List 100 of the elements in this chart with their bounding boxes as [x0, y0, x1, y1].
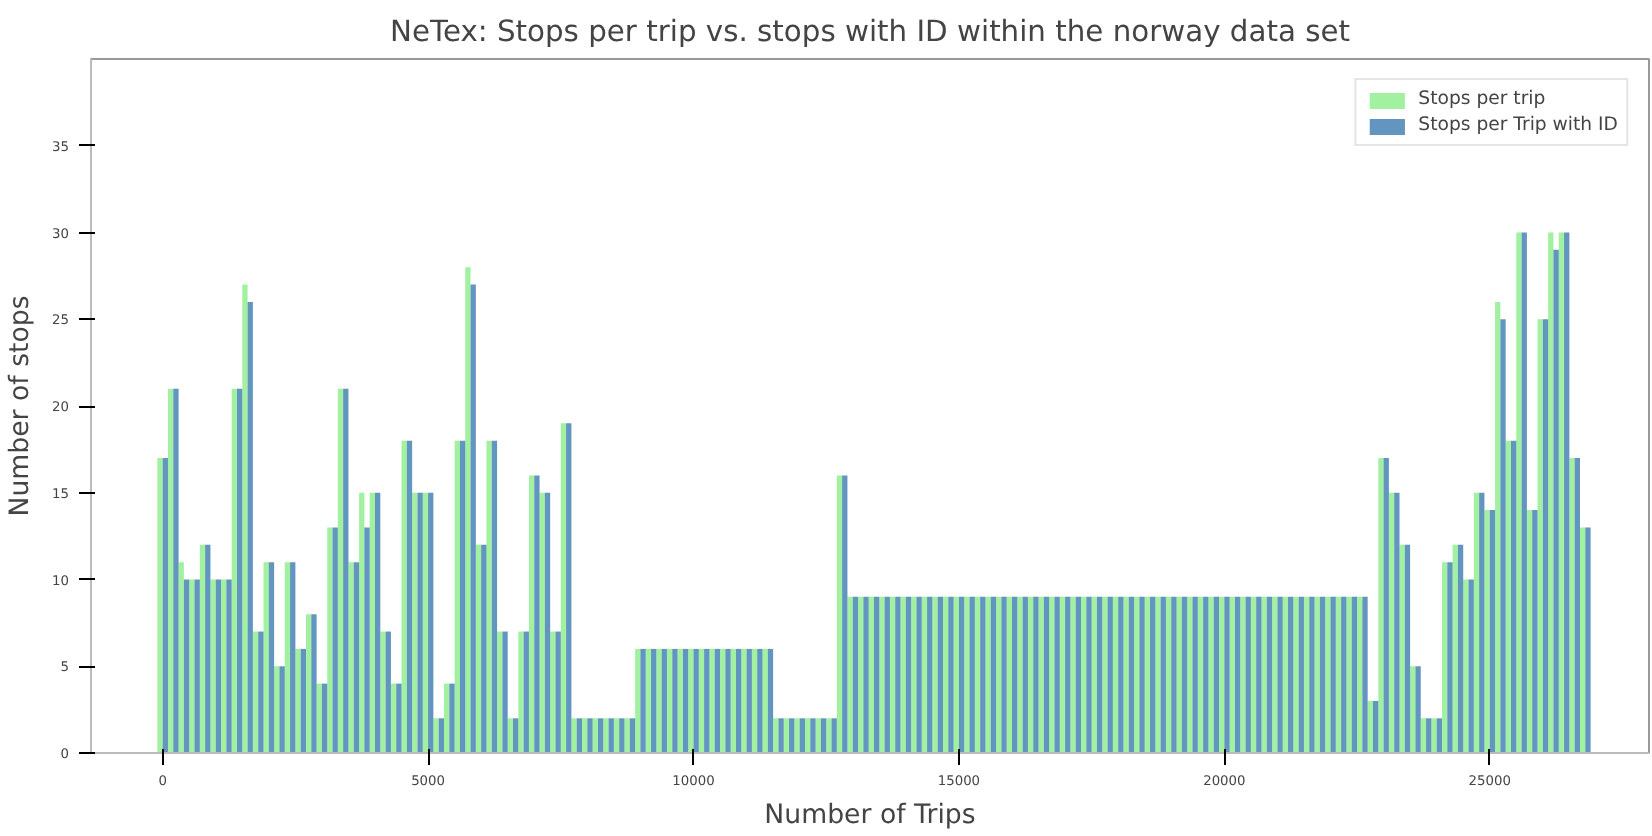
bar [1394, 492, 1400, 753]
bar [624, 718, 630, 753]
bar [927, 596, 933, 753]
bar [996, 596, 1002, 753]
bar [1229, 596, 1235, 753]
bar [1367, 700, 1373, 753]
bar [1107, 596, 1113, 753]
bar [1441, 562, 1448, 753]
bar [523, 631, 529, 753]
bar [873, 596, 880, 753]
bar [953, 596, 959, 753]
bar [1192, 596, 1198, 753]
bar [1537, 319, 1543, 753]
bar [1224, 596, 1230, 753]
bar [1176, 596, 1182, 753]
bar [1118, 596, 1124, 753]
bar [937, 596, 943, 753]
bar [194, 579, 200, 753]
bar [1219, 596, 1225, 753]
bar [1484, 510, 1490, 753]
bar [539, 492, 545, 753]
bar [274, 666, 280, 753]
bar [390, 683, 397, 753]
y-axis-title: Number of stops [6, 295, 37, 517]
bar [725, 648, 731, 753]
bar [1526, 510, 1533, 753]
bar [449, 683, 455, 753]
bar [550, 631, 556, 753]
bar [1309, 596, 1315, 753]
bar [1012, 596, 1018, 753]
bar [741, 648, 747, 753]
bar [221, 579, 227, 753]
bar [1075, 596, 1082, 753]
bar [640, 648, 646, 753]
bar [1330, 596, 1336, 753]
bar [1500, 319, 1506, 753]
bar [507, 718, 514, 753]
bar [305, 614, 312, 753]
bar [1415, 666, 1421, 753]
bar [831, 718, 837, 753]
bar [1033, 596, 1039, 753]
bar [502, 631, 508, 753]
bar [1335, 596, 1342, 753]
bar [1096, 596, 1103, 753]
bar [242, 284, 248, 753]
bar [1516, 232, 1522, 753]
bar [1420, 718, 1427, 753]
bar [1102, 596, 1108, 753]
bar [236, 388, 243, 753]
bar [1346, 596, 1352, 753]
bar [189, 579, 195, 753]
bar [1171, 596, 1177, 753]
bar [1234, 596, 1241, 753]
bar [810, 718, 816, 753]
bar [948, 596, 954, 753]
bar [985, 596, 991, 753]
bar [1558, 232, 1565, 753]
bar [321, 683, 328, 753]
bar [1468, 579, 1474, 753]
bar [629, 718, 636, 753]
bar [364, 527, 370, 753]
bar [491, 440, 498, 753]
bar [332, 527, 338, 753]
bar [1410, 666, 1416, 753]
bar [1208, 596, 1214, 753]
bar [762, 648, 768, 753]
bar [1054, 596, 1060, 753]
bar [932, 596, 938, 753]
bar [1319, 596, 1326, 753]
bar [1479, 492, 1485, 753]
bar [1134, 596, 1140, 753]
bar [199, 544, 206, 753]
bar [1372, 700, 1379, 753]
bar [210, 579, 216, 753]
bar [178, 562, 184, 753]
bar [375, 492, 381, 753]
bar [258, 631, 264, 753]
bar [1325, 596, 1331, 753]
bar [1187, 596, 1193, 753]
bar [566, 423, 572, 753]
bar [858, 596, 864, 753]
bar [544, 492, 551, 753]
bar [964, 596, 970, 753]
bar [826, 718, 832, 753]
bar [1553, 249, 1559, 753]
bar [815, 718, 821, 753]
bar [337, 388, 344, 753]
bar [1123, 596, 1129, 753]
bar [921, 596, 928, 753]
bar [1203, 596, 1209, 753]
bar [852, 596, 859, 753]
bar [343, 388, 349, 753]
bar [1383, 458, 1389, 753]
bar [783, 718, 790, 753]
bar [438, 718, 445, 753]
bar [645, 648, 652, 753]
bar [1006, 596, 1012, 753]
bar [688, 648, 694, 753]
bar [778, 718, 784, 753]
bar [555, 631, 561, 753]
